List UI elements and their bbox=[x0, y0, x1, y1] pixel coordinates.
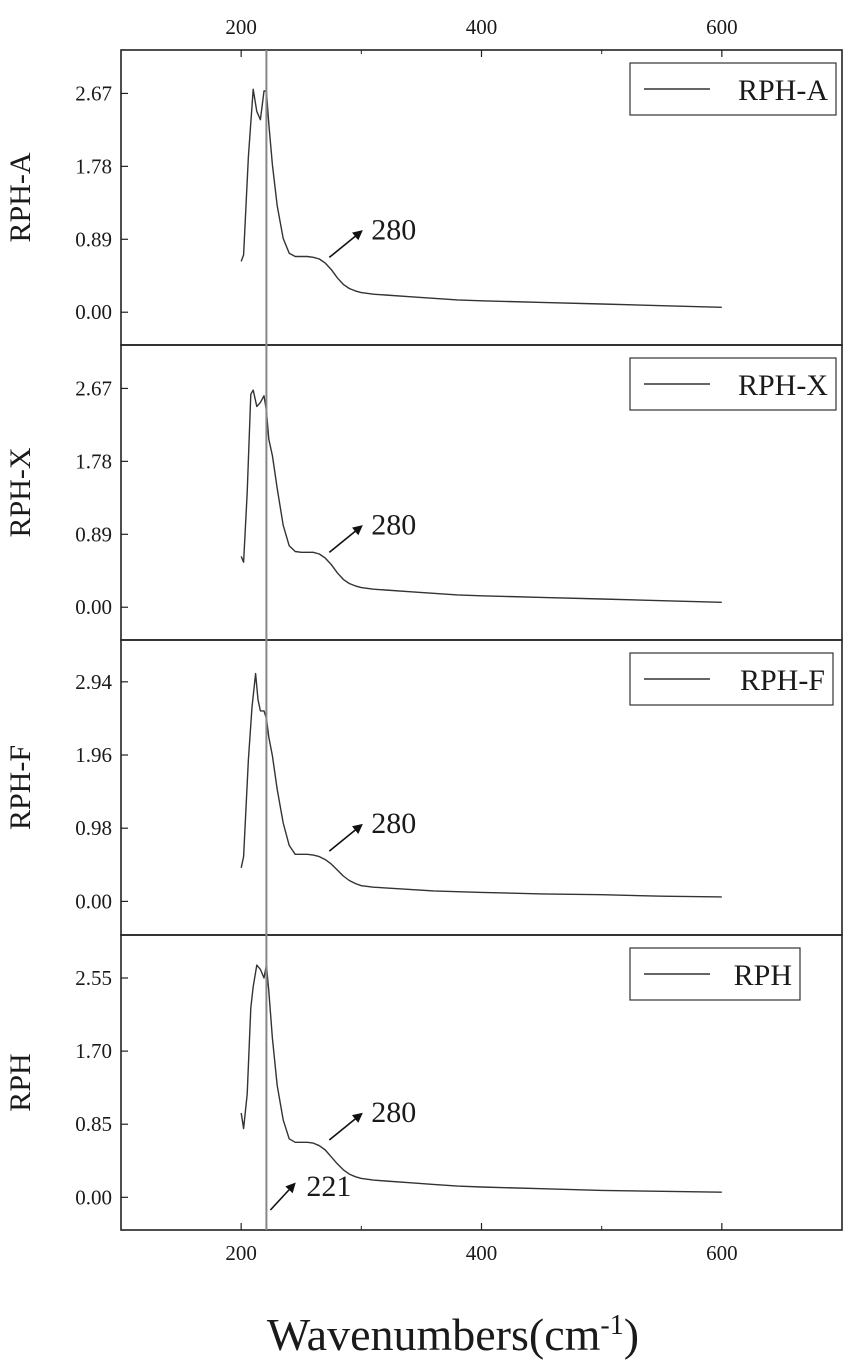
series-lines bbox=[240, 88, 722, 1193]
peak-280-arrow bbox=[328, 823, 363, 852]
y-tick-label: 0.89 bbox=[75, 522, 112, 546]
y-axis-label: RPH-A bbox=[4, 152, 37, 242]
y-tick-label: 0.00 bbox=[75, 1185, 112, 1209]
peak-280-arrow bbox=[328, 230, 363, 259]
y-tick-label: 1.78 bbox=[75, 154, 112, 178]
y-tick-label: 0.85 bbox=[75, 1112, 112, 1136]
labels-group: 200 200 400 400 600 600 0.00 0.89 1.78 2.67 RPH-A R… bbox=[4, 15, 837, 1360]
top-x-tick-label: 600 bbox=[706, 15, 738, 39]
x-axis-label-main: Wavenumbers(cm bbox=[267, 1309, 601, 1360]
top-x-tick-label: 200 bbox=[225, 15, 257, 39]
peak-280-label: 280 bbox=[371, 213, 416, 246]
ticks-group bbox=[120, 50, 843, 1230]
bottom-x-tick-label: 200 bbox=[225, 1241, 257, 1265]
legend-label: RPH-A bbox=[738, 74, 828, 107]
y-tick-label: 0.89 bbox=[75, 227, 112, 251]
series-line-rph-a bbox=[240, 88, 722, 308]
y-tick-label: 2.94 bbox=[75, 670, 112, 694]
y-axis-label: RPH bbox=[4, 1053, 37, 1111]
peak-221-label: 221 bbox=[306, 1170, 351, 1203]
peak-280-label: 280 bbox=[371, 1096, 416, 1129]
peak-221-arrow bbox=[269, 1182, 296, 1211]
legend-label: RPH-F bbox=[740, 664, 825, 697]
y-axis-label: RPH-X bbox=[4, 447, 37, 537]
y-axis-label: RPH-F bbox=[4, 745, 37, 830]
series-line-rph bbox=[240, 964, 722, 1193]
y-tick-label: 1.70 bbox=[75, 1039, 112, 1063]
peak-280-label: 280 bbox=[371, 508, 416, 541]
x-axis-label-superscript: -1 bbox=[600, 1310, 623, 1341]
panel-frames bbox=[120, 49, 843, 1231]
bottom-x-tick-label: 400 bbox=[466, 1241, 498, 1265]
peak-280-arrow bbox=[328, 525, 363, 554]
x-axis-label: Wavenumbers(cm-1) bbox=[267, 1309, 639, 1360]
y-tick-label: 0.00 bbox=[75, 595, 112, 619]
legend-label: RPH-X bbox=[738, 369, 828, 402]
y-tick-label: 0.00 bbox=[75, 300, 112, 324]
y-tick-label: 2.55 bbox=[75, 966, 112, 990]
peak-280-arrow bbox=[328, 1112, 363, 1141]
bottom-x-tick-label: 600 bbox=[706, 1241, 738, 1265]
y-tick-label: 2.67 bbox=[75, 376, 112, 400]
annotations-group: 280 280 280 280 221 bbox=[269, 213, 416, 1211]
y-tick-label: 2.67 bbox=[75, 81, 112, 105]
series-line-rph-x bbox=[240, 389, 722, 603]
y-tick-label: 1.96 bbox=[75, 743, 112, 767]
peak-280-label: 280 bbox=[371, 807, 416, 840]
y-tick-label: 0.00 bbox=[75, 889, 112, 913]
series-line-rph-f bbox=[240, 672, 722, 898]
top-x-tick-label: 400 bbox=[466, 15, 498, 39]
y-tick-label: 1.78 bbox=[75, 449, 112, 473]
legend-label: RPH bbox=[734, 959, 792, 992]
x-axis-label-close: ) bbox=[624, 1309, 639, 1360]
y-tick-label: 0.98 bbox=[75, 816, 112, 840]
